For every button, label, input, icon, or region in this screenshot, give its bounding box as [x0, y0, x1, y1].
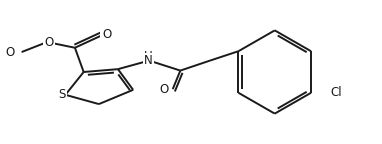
Text: N: N — [144, 54, 153, 67]
Text: O: O — [5, 46, 15, 58]
Text: O: O — [44, 36, 53, 49]
Text: O: O — [160, 83, 169, 96]
Text: O: O — [102, 28, 111, 41]
Text: Cl: Cl — [331, 86, 342, 99]
Text: H: H — [144, 50, 153, 63]
Text: S: S — [59, 88, 66, 101]
